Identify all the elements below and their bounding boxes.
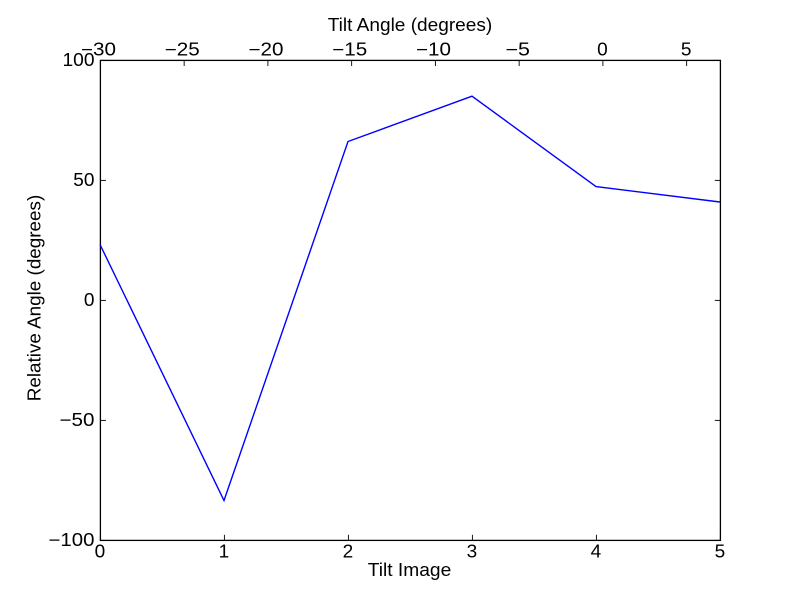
svg-text:Relative Angle (degrees): Relative Angle (degrees) — [25, 195, 45, 402]
svg-text:−5: −5 — [506, 40, 531, 60]
svg-text:5: 5 — [681, 40, 692, 60]
svg-text:−50: −50 — [60, 410, 95, 430]
svg-text:3: 3 — [467, 542, 478, 562]
svg-text:Tilt Angle (degrees): Tilt Angle (degrees) — [328, 15, 493, 35]
svg-text:−20: −20 — [249, 40, 284, 60]
svg-text:−30: −30 — [81, 40, 116, 60]
svg-text:5: 5 — [715, 542, 726, 562]
svg-text:0: 0 — [84, 290, 95, 310]
svg-text:50: 50 — [73, 170, 94, 190]
svg-text:Tilt Image: Tilt Image — [368, 560, 452, 580]
svg-text:−15: −15 — [332, 40, 367, 60]
svg-text:2: 2 — [343, 542, 354, 562]
svg-text:−100: −100 — [49, 530, 95, 550]
svg-text:0: 0 — [95, 542, 106, 562]
svg-text:100: 100 — [63, 50, 95, 70]
svg-text:0: 0 — [597, 40, 608, 60]
svg-text:−25: −25 — [165, 40, 200, 60]
svg-text:4: 4 — [591, 542, 602, 562]
svg-text:1: 1 — [219, 542, 230, 562]
svg-text:−10: −10 — [416, 40, 451, 60]
